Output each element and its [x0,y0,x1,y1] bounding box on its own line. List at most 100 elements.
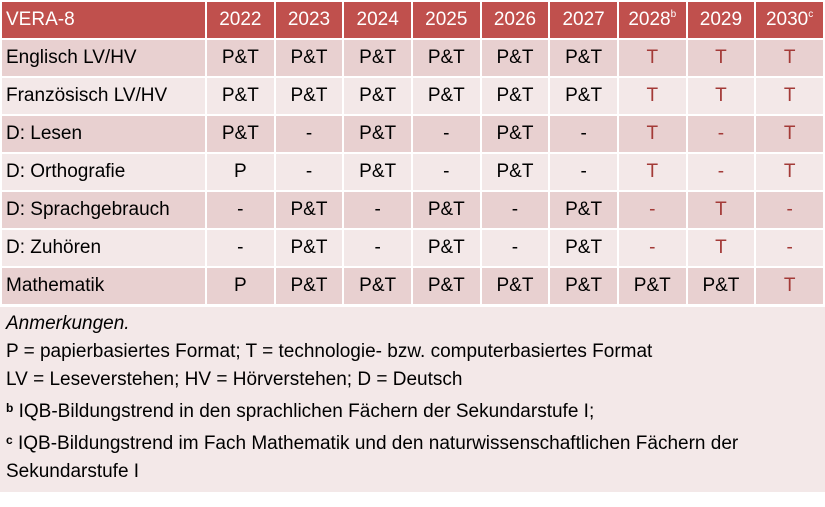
row-label: D: Lesen [0,114,207,154]
table-cell: - [410,114,482,154]
header-row: VERA-8 2022 2023 2024 2025 2026 2027 2028b 2029… [0,0,825,40]
table-cell: P&T [342,266,413,306]
table-cell: - [205,190,276,230]
table-cell: T [685,228,757,268]
vera-8-schedule-table: VERA-8 2022 2023 2024 2025 2026 2027 2028b 2029… [0,0,825,306]
column-year: 2023 [287,9,331,30]
table-cell: - [479,228,551,268]
table-cell: P&T [548,190,619,230]
table-cell: - [410,152,482,192]
table-cell: - [548,152,619,192]
table-cell: - [754,190,825,230]
table-cell: - [616,228,688,268]
table-cell: - [616,190,688,230]
table-cell: - [685,114,757,154]
table-title: VERA-8 [0,0,207,40]
table-cell: P&T [410,190,482,230]
column-year: 2026 [493,9,537,30]
table-cell: - [754,228,825,268]
table-cell: - [273,114,345,154]
table-cell: P&T [205,76,276,116]
table-row: D: Lesen P&T - P&T - P&T - T - T [0,114,825,154]
footnote-b-marker: b [6,401,14,415]
table-cell: P&T [479,266,551,306]
column-header-2025: 2025 [410,0,482,40]
table-cell: T [685,38,757,78]
table-cell: P&T [342,152,413,192]
table-row: D: Zuhören - P&T - P&T - P&T - T - [0,228,825,268]
column-year: 2027 [562,9,605,30]
table-cell: T [616,38,688,78]
table-row: Englisch LV/HV P&T P&T P&T P&T P&T P&T T T T [0,38,825,78]
table-row: D: Orthografie P - P&T - P&T - T - T [0,152,825,192]
table-cell: P&T [548,38,619,78]
table-cell: P&T [410,76,482,116]
row-label: D: Sprachgebrauch [0,190,207,230]
table-row: D: Sprachgebrauch - P&T - P&T - P&T - T - [0,190,825,230]
table-cell: P&T [410,266,482,306]
table-cell: - [548,114,619,154]
table-cell: P&T [342,38,413,78]
table-cell: P&T [342,76,413,116]
row-label: D: Zuhören [0,228,207,268]
table-cell: P&T [342,114,413,154]
column-year: 2024 [356,9,399,30]
table-cell: - [273,152,345,192]
footnote-marker: c [808,9,814,20]
table-cell: - [685,152,757,192]
table-cell: P&T [616,266,688,306]
table-cell: T [754,114,825,154]
table-cell: P [205,266,276,306]
footnote-marker: b [670,9,677,20]
notes-line-2: LV = Leseverstehen; HV = Hörverstehen; D… [6,369,463,390]
footnote-b-text: IQB-Bildungstrend in den sprachlichen Fä… [13,401,595,422]
column-header-2026: 2026 [479,0,551,40]
table-cell: T [754,266,825,306]
row-label: Englisch LV/HV [0,38,207,78]
table-cell: P&T [548,266,619,306]
column-year: 2025 [425,9,468,30]
table-cell: T [616,76,688,116]
table-cell: P&T [205,114,276,154]
notes: Anmerkungen. P = papierbasiertes Format;… [0,306,825,492]
notes-heading: Anmerkungen. [6,313,130,334]
column-header-2030: 2030c [754,0,825,40]
table-cell: P&T [273,228,345,268]
footnote-c-marker: c [6,433,13,447]
column-header-2028: 2028b [616,0,688,40]
footnote-c-text: IQB-Bildungstrend im Fach Mathematik und… [6,433,739,482]
table-cell: P&T [273,190,345,230]
row-label: D: Orthografie [0,152,207,192]
footnote-c: c IQB-Bildungstrend im Fach Mathematik u… [6,426,819,486]
table-cell: T [616,152,688,192]
notes-line-1: P = papierbasiertes Format; T = technolo… [6,341,653,362]
table-cell: P&T [479,38,551,78]
table-cell: P&T [273,38,345,78]
table-cell: P&T [273,266,345,306]
table-cell: T [685,76,757,116]
table-cell: P&T [410,38,482,78]
table-row: Französisch LV/HV P&T P&T P&T P&T P&T P&T T T T [0,76,825,116]
table-cell: P&T [479,76,551,116]
column-year: 2030 [765,9,809,30]
column-header-2022: 2022 [205,0,276,40]
table-cell: T [754,38,825,78]
footnote-b: b IQB-Bildungstrend in den sprachlichen … [6,394,819,426]
table-cell: P&T [273,76,345,116]
column-header-2027: 2027 [548,0,619,40]
table-cell: T [754,152,825,192]
table-cell: P&T [548,76,619,116]
table-cell: T [754,76,825,116]
row-label: Mathematik [0,266,207,306]
table-cell: P&T [548,228,619,268]
table-cell: - [205,228,276,268]
column-header-2024: 2024 [342,0,413,40]
table-cell: P&T [479,152,551,192]
table-cell: - [479,190,551,230]
row-label: Französisch LV/HV [0,76,207,116]
table-cell: - [342,228,413,268]
column-year: 2022 [219,9,262,30]
column-year: 2029 [699,9,743,30]
table-cell: T [616,114,688,154]
column-header-2023: 2023 [273,0,345,40]
